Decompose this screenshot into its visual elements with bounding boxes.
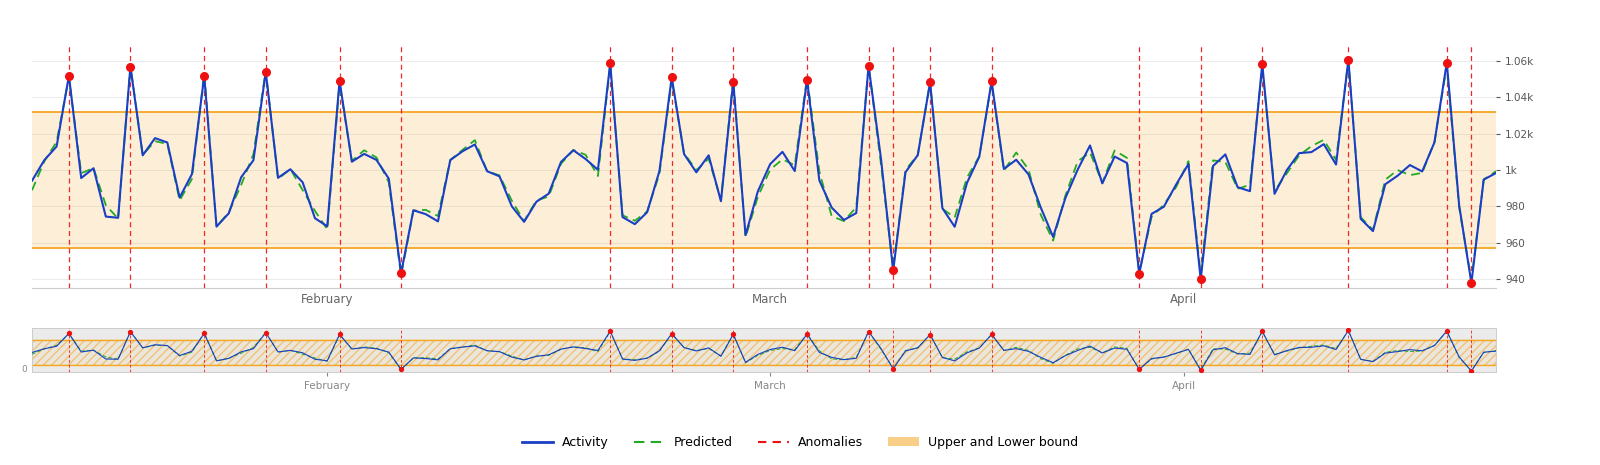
Predicted [1339,58,1358,64]
Activity [1462,280,1482,286]
Predicted [1462,277,1482,283]
Activity [416,212,435,217]
Activity [1339,57,1358,62]
Activity [1486,170,1506,176]
Bar [32,340,1496,365]
Line: Predicted: Predicted [32,61,1496,280]
Predicted [416,207,435,213]
Predicted [1450,204,1469,210]
Bar [32,340,1496,365]
Activity [330,78,349,84]
Activity [1032,205,1051,211]
Predicted [1179,159,1198,164]
Bar [32,112,1496,248]
Activity [1179,161,1198,167]
Predicted [1032,212,1051,218]
Legend: Activity, Predicted, Anomalies, Upper and Lower bound: Activity, Predicted, Anomalies, Upper an… [517,431,1083,454]
Predicted [834,218,853,224]
Predicted [1486,168,1506,174]
Line: Activity: Activity [32,60,1496,283]
Activity [22,178,42,184]
Predicted [330,81,349,86]
Activity [834,217,853,223]
Predicted [22,187,42,193]
Activity [1450,202,1469,207]
